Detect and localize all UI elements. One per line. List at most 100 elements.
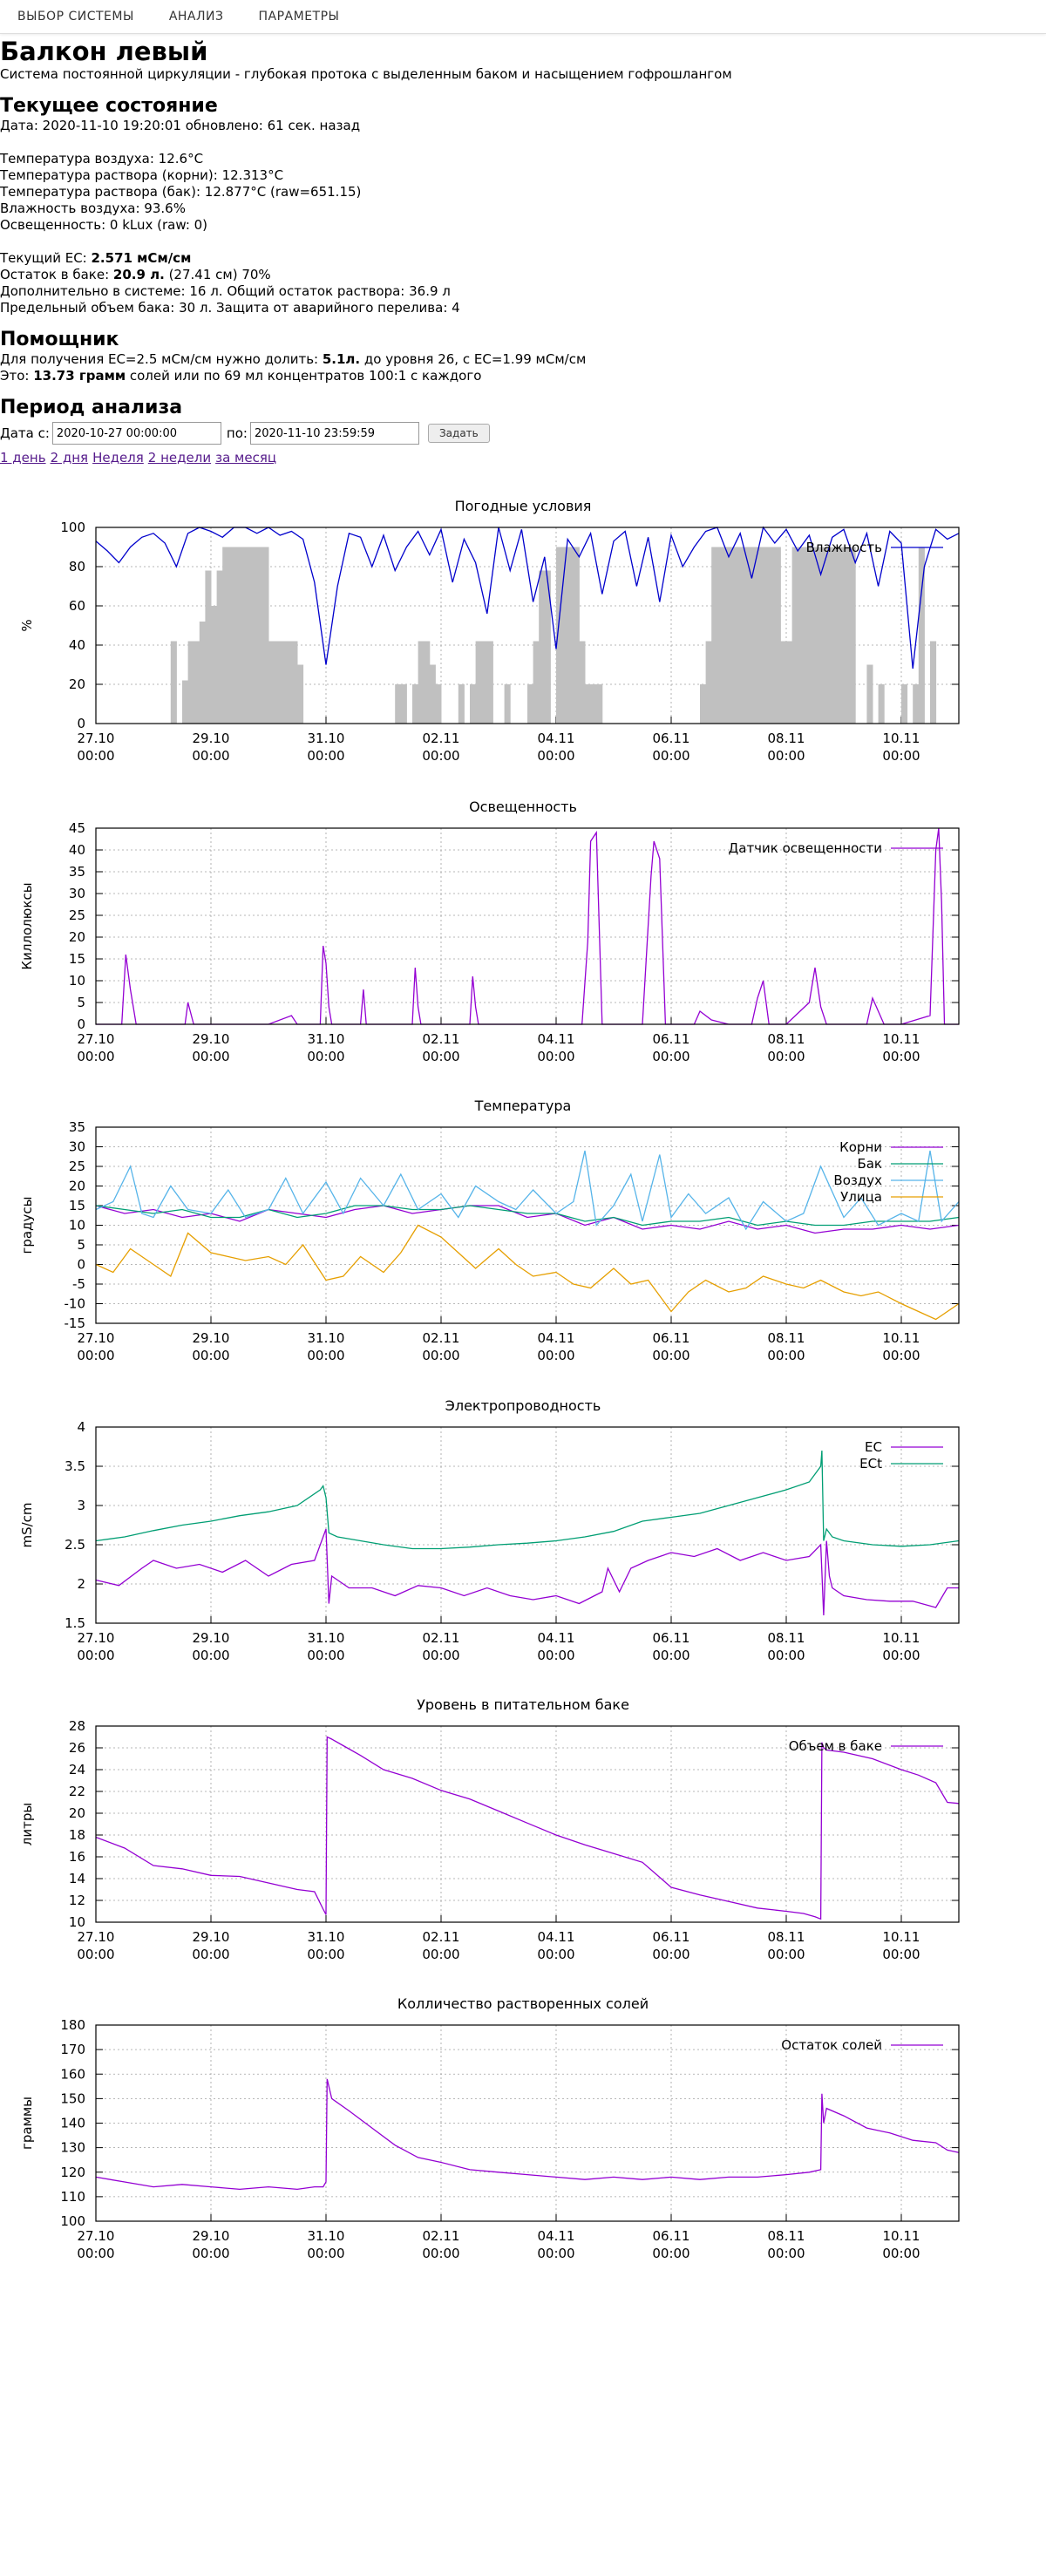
- rain-bar: [245, 547, 252, 724]
- helper-heading: Помощник: [0, 329, 119, 350]
- x-tick-time: 00:00: [307, 1049, 344, 1064]
- y-tick-label: 25: [69, 907, 85, 923]
- x-tick-date: 27.10: [78, 1929, 115, 1945]
- chart-title: Температура: [474, 1098, 572, 1114]
- plot-frame: [95, 527, 960, 724]
- x-tick-date: 27.10: [78, 1330, 115, 1346]
- nav-parameters[interactable]: ПАРАМЕТРЫ: [258, 10, 340, 24]
- rain-bar: [199, 622, 206, 724]
- y-tick-label: 130: [60, 2140, 85, 2156]
- rain-bar: [274, 641, 281, 724]
- apply-period-button[interactable]: Задать: [427, 424, 490, 443]
- x-tick-time: 00:00: [77, 2246, 114, 2261]
- x-tick-time: 00:00: [422, 1049, 459, 1064]
- nav-analysis[interactable]: АНАЛИЗ: [168, 10, 224, 24]
- x-tick-date: 08.11: [768, 1031, 805, 1047]
- period-link-week[interactable]: Неделя: [92, 450, 144, 466]
- y-tick-label: 22: [69, 1784, 85, 1799]
- x-tick-date: 27.10: [78, 1630, 115, 1646]
- rain-bar: [901, 684, 908, 724]
- x-tick-time: 00:00: [422, 1648, 459, 1663]
- rain-bar: [849, 547, 856, 724]
- period-link-month[interactable]: за месяц: [215, 450, 277, 466]
- rain-bar: [211, 606, 218, 724]
- y-tick-label: 100: [60, 520, 85, 535]
- rain-bar: [918, 547, 925, 724]
- y-tick-label: 20: [69, 676, 85, 692]
- rain-bar: [285, 641, 292, 724]
- rain-bar: [729, 547, 736, 724]
- x-tick-time: 00:00: [537, 1348, 574, 1363]
- date-to-input[interactable]: [249, 422, 419, 445]
- x-tick-time: 00:00: [652, 1648, 689, 1663]
- rain-bar: [826, 547, 833, 724]
- x-tick-time: 00:00: [422, 2246, 459, 2261]
- chart-6: Колличество растворенных солей граммы 100 1…: [0, 1986, 1046, 2286]
- y-tick-label: 2.5: [65, 1537, 85, 1553]
- x-tick-time: 00:00: [767, 2246, 805, 2261]
- x-tick-time: 00:00: [192, 2246, 229, 2261]
- x-tick-time: 00:00: [192, 1648, 229, 1663]
- rain-bar: [486, 641, 493, 724]
- page-subtitle: Система постоянной циркуляции - глубокая…: [0, 66, 732, 82]
- rain-bar: [256, 547, 263, 724]
- y-tick-label: 1.5: [65, 1615, 85, 1631]
- rain-bar: [751, 547, 758, 724]
- chart-svg: Колличество растворенных солей граммы 100 1…: [19, 1995, 960, 2261]
- y-tick-label: 120: [60, 2165, 85, 2180]
- x-tick-time: 00:00: [537, 2246, 574, 2261]
- helper-refill: Для получения EC=2.5 мСм/см нужно долить…: [0, 351, 1046, 368]
- x-tick-time: 00:00: [652, 748, 689, 764]
- rain-bar: [458, 684, 465, 724]
- rain-bar: [435, 684, 442, 724]
- rain-bar: [786, 641, 793, 724]
- illuminance: Освещенность: 0 kLux (raw: 0): [0, 217, 208, 233]
- x-tick-date: 29.10: [193, 2228, 230, 2244]
- chart-title: Колличество растворенных солей: [397, 1995, 649, 2012]
- plot-frame: [95, 827, 960, 1025]
- y-tick-label: -5: [72, 1276, 85, 1292]
- rain-bar: [170, 641, 177, 724]
- period-heading: Период анализа: [0, 397, 183, 418]
- chart-y-axis-label: mS/cm: [19, 1502, 35, 1547]
- rain-bar: [798, 547, 805, 724]
- y-tick-label: -15: [65, 1315, 86, 1331]
- rain-bar: [815, 547, 822, 724]
- y-tick-label: 25: [69, 1159, 85, 1174]
- x-tick-date: 27.10: [78, 731, 115, 746]
- x-tick-time: 00:00: [767, 1947, 805, 1962]
- tank-remaining-details: (27.41 см) 70%: [164, 267, 271, 282]
- chart-svg: Электропроводность mS/cm 1.5 2 2.5 3 3.5 4 27.10…: [19, 1397, 960, 1663]
- current-ec-value: 2.571 мСм/см: [91, 250, 192, 266]
- y-tick-label: 170: [60, 2042, 85, 2057]
- x-tick-date: 27.10: [78, 1031, 115, 1047]
- x-tick-time: 00:00: [767, 1348, 805, 1363]
- x-tick-time: 00:00: [537, 1947, 574, 1962]
- period-link-2-weeks[interactable]: 2 недели: [147, 450, 212, 466]
- y-tick-label: 40: [69, 637, 85, 653]
- legend-label: Влажность: [806, 540, 882, 555]
- y-tick-label: 35: [69, 1119, 85, 1135]
- top-nav: ВЫБОР СИСТЕМЫ АНАЛИЗ ПАРАМЕТРЫ: [0, 0, 1046, 34]
- rain-bar: [418, 641, 425, 724]
- nav-system-select[interactable]: ВЫБОР СИСТЕМЫ: [17, 10, 134, 24]
- x-tick-date: 08.11: [768, 2228, 805, 2244]
- rain-bar: [757, 547, 764, 724]
- period-link-1-day[interactable]: 1 день: [0, 450, 46, 466]
- chart-2: Освещенность Киллолюксы 0 5 10 15 20 25 30 35 40 45…: [0, 789, 1046, 1089]
- rain-bar: [400, 684, 407, 724]
- x-tick-time: 00:00: [77, 1348, 114, 1363]
- rain-bar: [573, 547, 580, 724]
- date-from-input[interactable]: [51, 422, 221, 445]
- chart-3: Температура градусы -15 -10 -5 0 5 10 15 20 25 30 35…: [0, 1088, 1046, 1388]
- rain-bar: [717, 547, 723, 724]
- period-link-2-days[interactable]: 2 дня: [50, 450, 89, 466]
- rain-bar: [297, 664, 304, 724]
- period-form: Дата с: по: Задать: [0, 422, 1046, 445]
- x-tick-date: 29.10: [193, 1630, 230, 1646]
- y-tick-label: 160: [60, 2066, 85, 2082]
- x-tick-date: 06.11: [653, 1929, 690, 1945]
- rain-bar: [187, 641, 194, 724]
- rain-bar: [291, 641, 298, 724]
- x-tick-date: 29.10: [193, 1929, 230, 1945]
